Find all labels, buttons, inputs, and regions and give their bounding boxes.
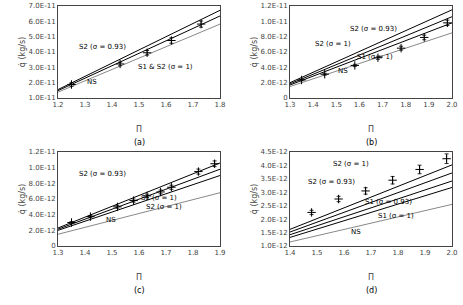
svg-text:S1 & S2 (σ = 1): S1 & S2 (σ = 1) [138, 63, 193, 71]
svg-text:S1 (σ = 1): S1 (σ = 1) [357, 53, 393, 61]
svg-text:1.6: 1.6 [160, 101, 172, 109]
svg-text:Π: Π [368, 125, 374, 134]
svg-text:S2 (σ = 0.93): S2 (σ = 0.93) [79, 43, 126, 51]
svg-text:1.5E-12: 1.5E-12 [261, 229, 288, 237]
svg-text:Π: Π [136, 125, 142, 134]
svg-text:1.9: 1.9 [419, 249, 430, 257]
svg-text:4.0E-12: 4.0E-12 [261, 64, 288, 72]
svg-text:S1 (σ = 0.93): S1 (σ = 0.93) [365, 198, 412, 206]
svg-text:q̇ (kg/s): q̇ (kg/s) [18, 184, 27, 214]
svg-text:0: 0 [51, 242, 55, 250]
svg-text:1.0E-11: 1.0E-11 [29, 94, 56, 102]
svg-text:S2 (σ = 0.93): S2 (σ = 0.93) [79, 170, 126, 178]
svg-text:NS: NS [87, 78, 97, 86]
svg-text:3.0E-11: 3.0E-11 [29, 64, 56, 72]
svg-text:1.8: 1.8 [392, 249, 403, 257]
svg-text:S2 (σ = 1): S2 (σ = 1) [146, 203, 182, 211]
svg-text:(d): (d) [366, 286, 377, 295]
svg-text:1.0E-11: 1.0E-11 [261, 18, 288, 26]
svg-text:0: 0 [283, 94, 287, 102]
svg-text:1.7: 1.7 [160, 249, 171, 257]
svg-text:S2 (σ = 1): S2 (σ = 1) [315, 40, 351, 48]
svg-text:2.0E-12: 2.0E-12 [261, 79, 288, 87]
svg-text:1.9: 1.9 [423, 101, 434, 109]
svg-text:(a): (a) [134, 138, 145, 147]
svg-text:1.6: 1.6 [338, 249, 350, 257]
svg-text:8.0E-12: 8.0E-12 [29, 180, 56, 188]
svg-text:1.2E-11: 1.2E-11 [29, 148, 56, 156]
svg-text:(b): (b) [366, 138, 377, 147]
svg-text:NS: NS [338, 67, 348, 75]
svg-text:1.8: 1.8 [400, 101, 411, 109]
svg-text:6.0E-12: 6.0E-12 [261, 48, 288, 56]
svg-text:NS: NS [106, 216, 116, 224]
svg-text:q̇ (kg/s): q̇ (kg/s) [250, 184, 259, 214]
svg-text:1.6: 1.6 [133, 249, 145, 257]
svg-text:6.0E-11: 6.0E-11 [29, 18, 56, 26]
svg-text:4.0E-12: 4.0E-12 [29, 211, 56, 219]
svg-text:1.4: 1.4 [79, 249, 91, 257]
svg-text:2.0: 2.0 [446, 101, 457, 109]
svg-text:1.5: 1.5 [133, 101, 144, 109]
svg-text:1.7: 1.7 [365, 249, 376, 257]
svg-text:8.0E-12: 8.0E-12 [261, 33, 288, 41]
svg-text:1.3: 1.3 [79, 101, 90, 109]
svg-text:1.7: 1.7 [187, 101, 198, 109]
svg-text:7.0E-11: 7.0E-11 [29, 2, 56, 10]
svg-text:S2 (σ = 0.93): S2 (σ = 0.93) [350, 25, 397, 33]
svg-text:Π: Π [368, 273, 374, 282]
svg-text:1.4: 1.4 [106, 101, 118, 109]
svg-text:1.3: 1.3 [52, 249, 63, 257]
svg-text:q̇ (kg/s): q̇ (kg/s) [18, 37, 27, 67]
svg-text:3.0E-12: 3.0E-12 [261, 189, 288, 197]
svg-text:6.0E-12: 6.0E-12 [29, 195, 56, 203]
svg-text:1.6: 1.6 [354, 101, 366, 109]
svg-text:1.0E-12: 1.0E-12 [261, 242, 288, 250]
svg-text:2.0E-11: 2.0E-11 [29, 79, 56, 87]
svg-text:3.5E-12: 3.5E-12 [261, 175, 288, 183]
svg-text:1.5: 1.5 [331, 101, 342, 109]
svg-text:1.4: 1.4 [284, 249, 296, 257]
svg-text:2.0E-12: 2.0E-12 [29, 227, 56, 235]
svg-text:2.0E-12: 2.0E-12 [261, 216, 288, 224]
svg-text:1.2E-11: 1.2E-11 [261, 2, 288, 10]
svg-text:S1 (σ = 1): S1 (σ = 1) [378, 212, 414, 220]
svg-text:4.0E-11: 4.0E-11 [29, 48, 56, 56]
svg-text:(c): (c) [134, 286, 145, 295]
svg-text:1.9: 1.9 [214, 249, 225, 257]
svg-text:1.7: 1.7 [377, 101, 388, 109]
svg-text:q̇ (kg/s): q̇ (kg/s) [250, 37, 259, 67]
svg-text:1.8: 1.8 [187, 249, 198, 257]
svg-text:5.0E-11: 5.0E-11 [29, 33, 56, 41]
svg-text:S2 (σ = 1): S2 (σ = 1) [333, 160, 369, 168]
svg-text:4.0E-12: 4.0E-12 [261, 162, 288, 170]
svg-text:1.2: 1.2 [52, 101, 63, 109]
svg-text:1.5: 1.5 [311, 249, 322, 257]
svg-text:Π: Π [136, 273, 142, 282]
svg-text:1.5: 1.5 [106, 249, 117, 257]
svg-text:NS: NS [351, 228, 361, 236]
svg-text:1.8: 1.8 [214, 101, 225, 109]
svg-text:2.5E-12: 2.5E-12 [261, 202, 288, 210]
svg-text:S1 (σ = 1): S1 (σ = 1) [141, 194, 177, 202]
svg-text:1.3: 1.3 [284, 101, 295, 109]
svg-text:2.0: 2.0 [446, 249, 457, 257]
svg-text:4.5E-12: 4.5E-12 [261, 148, 288, 156]
svg-text:1.0E-11: 1.0E-11 [29, 164, 56, 172]
svg-text:1.4: 1.4 [308, 101, 320, 109]
svg-text:S2 (σ = 0.93): S2 (σ = 0.93) [308, 178, 355, 186]
